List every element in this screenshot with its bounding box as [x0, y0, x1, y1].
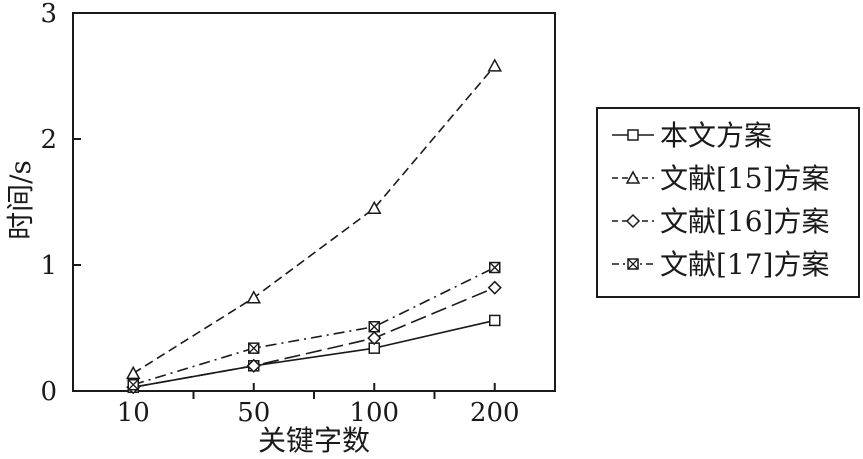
data-point — [127, 378, 139, 391]
y-tick-label: 2 — [40, 125, 57, 155]
data-point — [246, 290, 262, 304]
x-tick-label: 200 — [470, 398, 520, 428]
legend-marker — [627, 129, 639, 141]
legend-marker — [627, 258, 639, 270]
data-point — [246, 358, 261, 373]
legend-item: 本文方案 — [612, 119, 772, 152]
data-point — [248, 342, 260, 354]
legend-label: 文献[16]方案 — [660, 205, 829, 238]
legend-item: 文献[17]方案 — [612, 248, 829, 281]
data-point — [125, 365, 141, 380]
series-line — [133, 266, 496, 386]
data-point — [489, 261, 501, 274]
y-tick-label: 1 — [40, 251, 57, 281]
y-tick-label: 3 — [40, 0, 57, 29]
y-axis-label: 时间/s — [4, 160, 37, 240]
legend-marker — [625, 170, 641, 184]
legend-marker — [625, 213, 641, 229]
series-line — [133, 286, 496, 389]
legend-label: 文献[15]方案 — [660, 162, 829, 195]
y-tick-label: 0 — [40, 377, 57, 407]
x-tick-label: 10 — [117, 398, 150, 428]
x-tick-label: 100 — [349, 398, 399, 428]
x-tick-label: 50 — [237, 398, 270, 428]
series-4 — [127, 261, 501, 391]
data-point — [489, 314, 501, 327]
series-2 — [125, 58, 503, 380]
series-line — [132, 65, 496, 375]
x-axis-label: 关键字数 — [258, 424, 370, 457]
legend-label: 文献[17]方案 — [660, 248, 829, 281]
series-1 — [127, 314, 501, 393]
data-point — [367, 331, 382, 346]
axis-ticks: 10 50 100 200 0 1 2 3 — [40, 0, 519, 428]
data-point — [368, 320, 380, 333]
legend-label: 本文方案 — [660, 119, 772, 152]
legend-item: 文献[15]方案 — [612, 162, 829, 195]
data-point — [487, 280, 502, 295]
series-line — [133, 319, 495, 389]
series-layer — [125, 58, 503, 395]
legend-box — [596, 107, 860, 298]
data-point — [366, 200, 382, 215]
data-point — [487, 58, 503, 72]
plot-frame — [72, 12, 556, 392]
legend-item: 文献[16]方案 — [612, 205, 829, 238]
